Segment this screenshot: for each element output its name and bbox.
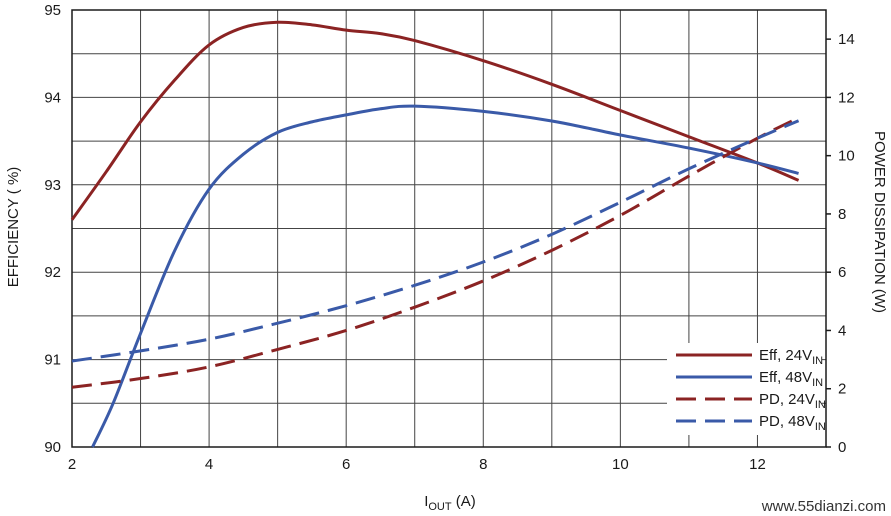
legend-label-3: PD, 24VIN — [759, 391, 826, 411]
y-tick-label: 95 — [44, 2, 61, 19]
y2-tick-label: 4 — [838, 322, 846, 339]
watermark: www.55dianzi.com — [761, 498, 886, 515]
series-layer — [70, 20, 800, 448]
x-tick-label: 4 — [205, 456, 213, 473]
legend-label-sub: IN — [815, 421, 826, 433]
series-line-2 — [91, 104, 799, 448]
y2-tick-label: 8 — [838, 206, 846, 223]
y-tick-label: 91 — [44, 352, 61, 369]
y2-tick-label: 14 — [838, 31, 855, 48]
y2-tick-label: 6 — [838, 264, 846, 281]
series-line-1 — [70, 20, 800, 221]
x-tick-label: 8 — [479, 456, 487, 473]
legend-label-sub: IN — [812, 377, 823, 389]
legend-label-2: Eff, 48VIN — [759, 369, 823, 389]
legend-label-main: PD, 24V — [759, 391, 815, 408]
series-line-3 — [71, 116, 800, 389]
tick-labels: 2 4 6 8 10 12 90 91 92 93 94 95 0 2 4 6 8 10 12 14 — [44, 2, 854, 473]
legend-label-main: Eff, 48V — [759, 369, 812, 386]
y2-tick-label: 10 — [838, 148, 855, 165]
x-tick-label: 10 — [612, 456, 629, 473]
legend-label-1: Eff, 24VIN — [759, 347, 823, 367]
x-axis-label: IOUT (A) — [424, 493, 476, 513]
x-tick-label: 12 — [749, 456, 766, 473]
x-axis-label-sub: OUT — [428, 501, 452, 513]
y2-tick-label: 12 — [838, 89, 855, 106]
x-axis-label-rest: (A) — [452, 493, 476, 510]
y-tick-label: 92 — [44, 264, 61, 281]
y-tick-label: 90 — [44, 439, 61, 456]
series-line-4 — [71, 119, 800, 363]
legend-label-main: Eff, 24V — [759, 347, 812, 364]
x-axis-label-main: I — [424, 493, 428, 510]
plot-frame — [71, 9, 827, 448]
y2-tick-label: 0 — [838, 439, 846, 456]
legend-label-sub: IN — [812, 355, 823, 367]
y-tick-label: 94 — [44, 89, 61, 106]
y-axis-label: EFFICIENCY ( %) — [5, 167, 22, 288]
legend-label-main: PD, 48V — [759, 413, 815, 430]
y2-axis-label: POWER DISSIPATION (W) — [871, 131, 888, 313]
legend-label-4: PD, 48VIN — [759, 413, 826, 433]
legend-label-sub: IN — [815, 399, 826, 411]
x-tick-label: 6 — [342, 456, 350, 473]
x-tick-label: 2 — [68, 456, 76, 473]
y-tick-label: 93 — [44, 177, 61, 194]
y2-tick-label: 2 — [838, 381, 846, 398]
